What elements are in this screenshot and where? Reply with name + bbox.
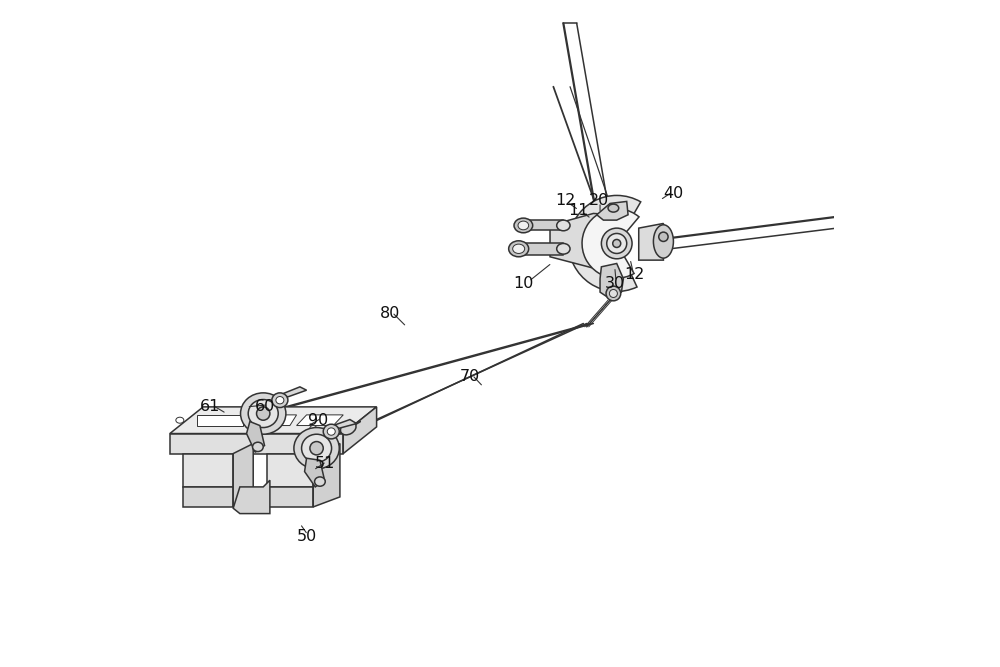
- Text: 80: 80: [380, 306, 400, 321]
- Ellipse shape: [606, 286, 621, 301]
- Ellipse shape: [315, 477, 325, 486]
- Ellipse shape: [241, 393, 286, 434]
- Text: 90: 90: [308, 413, 329, 428]
- Ellipse shape: [276, 396, 284, 404]
- Polygon shape: [247, 422, 265, 452]
- Ellipse shape: [323, 424, 339, 439]
- Polygon shape: [197, 415, 243, 426]
- Ellipse shape: [557, 243, 570, 254]
- Polygon shape: [250, 415, 297, 426]
- Polygon shape: [267, 454, 313, 487]
- Text: 30: 30: [605, 276, 625, 291]
- Ellipse shape: [513, 244, 525, 253]
- Ellipse shape: [609, 289, 617, 297]
- Ellipse shape: [659, 232, 668, 241]
- Text: 12: 12: [555, 193, 576, 207]
- Polygon shape: [639, 223, 663, 260]
- Polygon shape: [233, 480, 270, 514]
- Wedge shape: [569, 195, 641, 291]
- Ellipse shape: [607, 233, 627, 253]
- Text: 20: 20: [589, 193, 609, 207]
- Polygon shape: [600, 263, 623, 299]
- Polygon shape: [550, 213, 613, 268]
- Text: 12: 12: [625, 267, 645, 282]
- Ellipse shape: [176, 418, 184, 424]
- Ellipse shape: [253, 442, 263, 452]
- Polygon shape: [331, 420, 357, 428]
- Ellipse shape: [653, 225, 673, 258]
- Polygon shape: [280, 387, 307, 397]
- Text: 70: 70: [460, 370, 480, 384]
- Ellipse shape: [518, 221, 529, 229]
- Ellipse shape: [248, 400, 278, 428]
- Polygon shape: [170, 434, 343, 454]
- Polygon shape: [519, 243, 563, 255]
- Polygon shape: [267, 487, 313, 507]
- Text: 51: 51: [314, 456, 335, 471]
- Text: 50: 50: [296, 530, 317, 544]
- Ellipse shape: [327, 428, 335, 435]
- Ellipse shape: [310, 426, 317, 431]
- Text: 40: 40: [663, 186, 684, 201]
- Wedge shape: [582, 209, 639, 278]
- Polygon shape: [183, 454, 233, 487]
- Ellipse shape: [272, 393, 288, 408]
- Text: 61: 61: [200, 400, 220, 414]
- Polygon shape: [313, 444, 340, 507]
- Text: 11: 11: [568, 203, 589, 217]
- Polygon shape: [297, 415, 343, 426]
- Polygon shape: [233, 444, 253, 507]
- Text: 10: 10: [513, 276, 534, 291]
- Polygon shape: [305, 458, 325, 487]
- Ellipse shape: [310, 442, 323, 455]
- Ellipse shape: [514, 218, 533, 233]
- Polygon shape: [523, 220, 563, 230]
- Polygon shape: [597, 201, 628, 220]
- Ellipse shape: [257, 407, 270, 420]
- Ellipse shape: [608, 204, 619, 212]
- Ellipse shape: [340, 422, 356, 435]
- Ellipse shape: [601, 228, 632, 259]
- Ellipse shape: [509, 241, 529, 257]
- Polygon shape: [170, 407, 377, 434]
- Ellipse shape: [302, 434, 332, 462]
- Ellipse shape: [294, 428, 339, 469]
- Polygon shape: [183, 487, 233, 507]
- Ellipse shape: [557, 220, 570, 231]
- Polygon shape: [343, 407, 377, 454]
- Ellipse shape: [613, 239, 621, 247]
- Text: 60: 60: [255, 400, 275, 414]
